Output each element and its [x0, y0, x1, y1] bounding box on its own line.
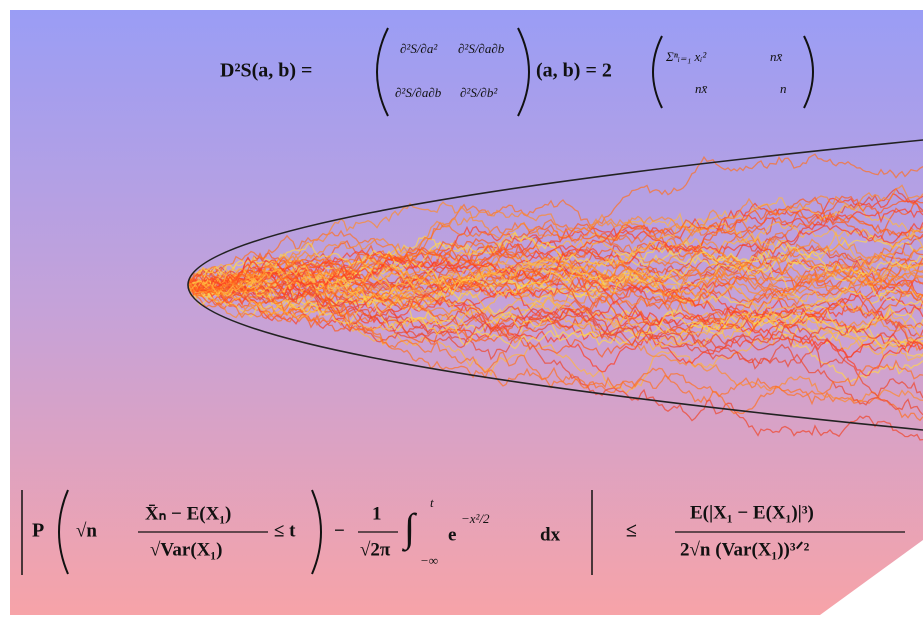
formula-text: ∂²S/∂a∂b	[395, 85, 442, 100]
formula-text: −x²/2	[461, 511, 490, 526]
formula-text: ≤	[626, 520, 637, 542]
formula-text: P	[32, 520, 44, 542]
formula-text: −	[334, 520, 345, 541]
formula-text: 2√n (Var(X₁))³ᐟ²	[680, 539, 810, 560]
formula-text: E(|X₁ − E(X₁)|³)	[690, 502, 814, 523]
formula-text: e	[448, 524, 456, 545]
formula-text: √2π	[360, 539, 391, 560]
formula-text: X̄ₙ − E(X₁)	[145, 503, 231, 524]
formula-text: nx̄	[695, 81, 708, 96]
formula-text: 1	[372, 503, 382, 524]
formula-text: ≤ t	[274, 520, 296, 541]
image: D²S(a, b) = ∂²S/∂a² ∂²S/∂a∂b ∂²S/∂a∂b ∂²…	[0, 0, 923, 619]
formula-text: (a, b) = 2	[536, 60, 612, 82]
formula-text: ∂²S/∂b²	[460, 85, 498, 100]
formula-text: nx̄	[770, 49, 783, 64]
formula-text: −∞	[420, 553, 438, 568]
page: D²S(a, b) = ∂²S/∂a² ∂²S/∂a∂b ∂²S/∂a∂b ∂²…	[0, 0, 923, 619]
formula-text: √n	[76, 520, 97, 541]
formula-text: Σⁿᵢ₌₁ xᵢ²	[665, 49, 707, 64]
formula-text: D²S(a, b) =	[220, 60, 312, 82]
formula-text: t	[430, 495, 434, 510]
formula-text: n	[780, 81, 787, 96]
formula-text: √Var(X₁)	[150, 539, 222, 560]
formula-text: dx	[540, 524, 561, 545]
formula-text: ∂²S/∂a∂b	[458, 41, 505, 56]
formula-text: ∂²S/∂a²	[400, 41, 438, 56]
